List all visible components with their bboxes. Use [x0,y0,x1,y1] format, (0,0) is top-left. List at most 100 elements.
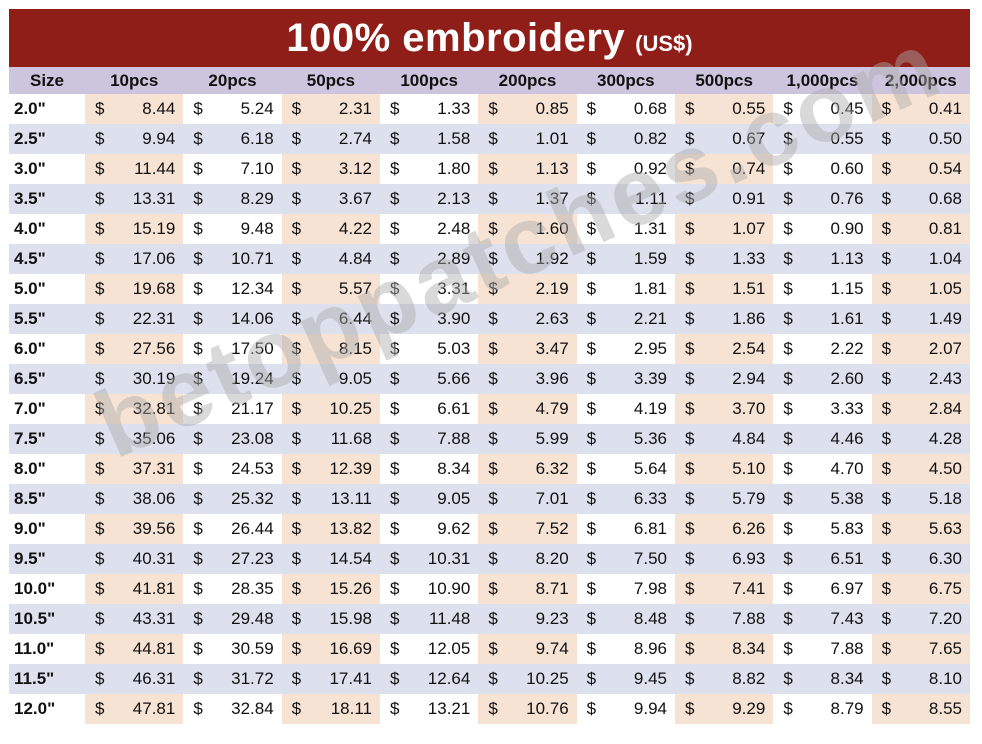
price-cell: $2.54 [674,334,774,364]
price-cell: $9.45 [576,664,675,694]
currency-symbol: $ [291,669,302,688]
price-cell: $12.64 [380,664,479,694]
currency-symbol: $ [291,279,302,298]
column-header-qty: 20pcs [183,67,282,94]
currency-symbol: $ [488,579,498,598]
currency-symbol: $ [390,189,400,208]
price-cell: $1.92 [478,244,577,274]
currency-symbol: $ [684,429,695,448]
table-row: 11.5" $46.31 $31.72 $17.41 $12.64 $10.25 $9.45… [9,664,970,694]
currency-symbol: $ [390,309,400,328]
price-value: 7.41 [732,579,766,598]
currency-symbol: $ [684,399,695,418]
price-value: 19.68 [132,279,176,298]
price-value: 30.19 [132,369,176,388]
size-cell: 7.5" [9,424,86,454]
currency-symbol: $ [881,309,892,328]
price-cell: $4.70 [773,454,872,484]
price-value: 2.48 [437,219,471,238]
price-value: 5.10 [732,459,766,478]
currency-symbol: $ [881,189,892,208]
price-value: 3.67 [338,189,372,208]
price-value: 30.59 [231,639,274,658]
price-value: 0.76 [830,189,864,208]
price-value: 1.04 [928,249,962,268]
price-cell: $1.60 [478,214,577,244]
price-value: 1.59 [633,249,667,268]
price-value: 4.84 [732,429,766,448]
price-value: 14.54 [329,549,372,568]
price-cell: $3.31 [380,274,479,304]
currency-symbol: $ [684,639,695,658]
currency-symbol: $ [783,189,793,208]
price-value: 32.81 [132,399,176,418]
currency-symbol: $ [390,249,400,268]
currency-symbol: $ [881,429,892,448]
currency-symbol: $ [95,249,105,268]
table-row: 6.5" $30.19 $19.24 $9.05 $5.66 $3.96 $3.39 $2.9… [9,364,970,394]
price-value: 5.57 [338,279,372,298]
column-header-qty: 10pcs [85,67,184,94]
price-cell: $8.20 [478,544,577,574]
price-cell: $19.68 [85,274,184,304]
currency-symbol: $ [193,699,203,718]
price-value: 8.34 [732,639,766,658]
currency-symbol: $ [291,489,302,508]
price-value: 13.31 [132,189,176,208]
currency-symbol: $ [488,219,498,238]
price-value: 5.99 [535,429,569,448]
price-cell: $1.37 [478,184,577,214]
price-value: 7.88 [732,609,766,628]
size-cell: 10.0" [9,574,86,604]
price-value: 11.44 [134,159,176,178]
price-value: 0.45 [830,99,864,118]
price-value: 9.05 [338,369,372,388]
price-cell: $17.06 [85,244,184,274]
price-value: 1.13 [535,159,569,178]
price-value: 7.43 [830,609,864,628]
price-cell: $13.82 [281,514,380,544]
price-cell: $0.68 [871,184,970,214]
price-value: 0.68 [928,189,962,208]
size-cell: 11.5" [9,664,86,694]
price-value: 6.61 [437,399,471,418]
size-cell: 4.0" [9,214,86,244]
price-cell: $5.03 [380,334,479,364]
price-value: 2.21 [633,309,667,328]
price-cell: $21.17 [183,394,282,424]
price-value: 9.23 [535,609,569,628]
currency-symbol: $ [95,309,105,328]
price-cell: $8.96 [576,634,675,664]
price-value: 6.51 [830,549,864,568]
currency-symbol: $ [390,219,400,238]
price-cell: $0.50 [871,124,970,154]
price-cell: $8.34 [674,634,774,664]
price-cell: $8.71 [478,574,577,604]
price-value: 4.70 [830,459,864,478]
price-value: 13.21 [427,699,471,718]
column-header-size: Size [9,67,86,94]
currency-symbol: $ [193,459,203,478]
price-cell: $19.24 [183,364,282,394]
title-unit: (US$) [635,31,693,56]
currency-symbol: $ [881,279,892,298]
price-value: 1.13 [830,249,864,268]
price-value: 29.48 [231,609,274,628]
table-row: 8.0" $37.31 $24.53 $12.39 $8.34 $6.32 $5.64 $5.… [9,454,970,484]
currency-symbol: $ [684,99,695,118]
price-value: 28.35 [231,579,274,598]
price-value: 12.64 [427,669,471,688]
price-cell: $1.11 [576,184,675,214]
currency-symbol: $ [390,519,400,538]
price-value: 1.51 [732,279,766,298]
price-cell: $7.50 [576,544,675,574]
currency-symbol: $ [95,639,105,658]
price-cell: $27.56 [85,334,184,364]
price-cell: $2.84 [871,394,970,424]
currency-symbol: $ [95,699,105,718]
price-value: 21.17 [231,399,274,418]
currency-symbol: $ [783,279,793,298]
header-row: Size 10pcs 20pcs 50pcs 100pcs 200pcs 300pcs 500… [9,67,970,94]
size-cell: 5.0" [9,274,86,304]
currency-symbol: $ [586,669,597,688]
